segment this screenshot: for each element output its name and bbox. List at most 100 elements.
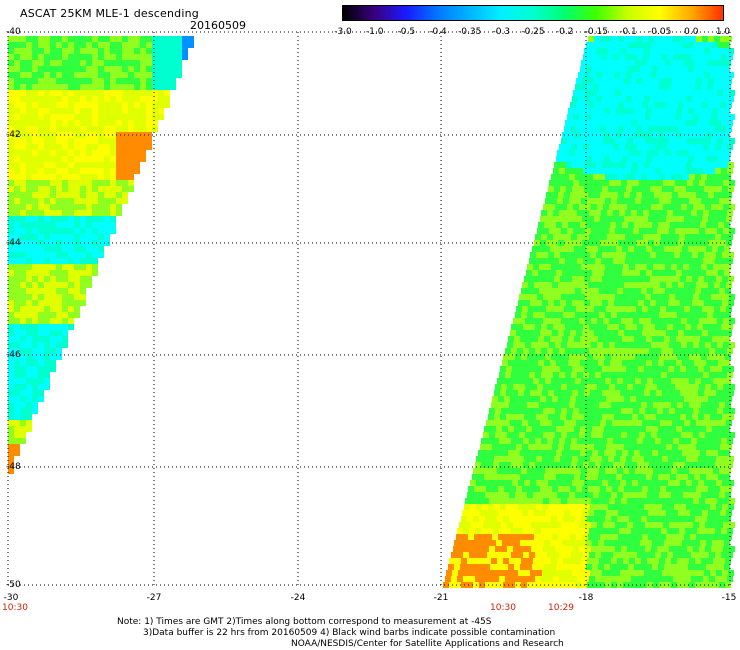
data-cell [726, 306, 732, 312]
data-cell [86, 138, 92, 144]
data-cell [587, 378, 593, 384]
data-cell [629, 264, 635, 270]
data-cell [509, 378, 515, 384]
data-cell [667, 462, 673, 468]
data-cell [708, 330, 714, 336]
data-cell [724, 336, 730, 342]
data-cell [643, 324, 649, 330]
data-cell [62, 258, 68, 264]
data-cell [483, 522, 489, 528]
data-cell [537, 432, 543, 438]
data-cell [550, 336, 556, 342]
data-cell [617, 468, 623, 474]
data-cell [122, 72, 128, 78]
data-cell [686, 48, 692, 54]
data-cell [657, 318, 663, 324]
data-cell [645, 408, 651, 414]
data-cell [8, 246, 14, 252]
data-cell [573, 318, 579, 324]
data-cell [586, 450, 592, 456]
data-cell [134, 102, 140, 108]
data-cell [547, 438, 553, 444]
data-cell [692, 276, 698, 282]
data-cell [550, 564, 556, 570]
data-cell [654, 216, 660, 222]
data-cell [44, 366, 50, 372]
data-cell [584, 570, 590, 576]
data-cell [690, 444, 696, 450]
data-cell [585, 546, 591, 552]
data-cell [26, 186, 32, 192]
data-cell [497, 492, 503, 498]
data-cell [625, 438, 631, 444]
data-cell [525, 318, 531, 324]
data-cell [696, 486, 702, 492]
data-cell [134, 114, 140, 120]
data-cell [68, 36, 74, 42]
data-cell [589, 168, 595, 174]
data-cell [633, 342, 639, 348]
data-cell [634, 270, 640, 276]
data-cell [104, 114, 110, 120]
data-cell [662, 276, 668, 282]
data-cell [673, 552, 679, 558]
data-cell [577, 324, 583, 330]
data-cell [104, 210, 110, 216]
data-cell [642, 126, 648, 132]
data-cell [675, 384, 681, 390]
data-cell [650, 96, 656, 102]
data-cell [699, 384, 705, 390]
data-cell [170, 48, 176, 54]
data-cell [594, 534, 600, 540]
data-cell [668, 162, 674, 168]
data-cell [580, 474, 586, 480]
data-cell [505, 552, 511, 558]
data-cell [20, 396, 26, 402]
data-cell [685, 462, 691, 468]
data-cell [681, 228, 687, 234]
data-cell [646, 336, 652, 342]
data-cell [710, 300, 716, 306]
data-cell [525, 408, 531, 414]
data-cell [672, 192, 678, 198]
data-cell [689, 264, 695, 270]
data-cell [559, 576, 565, 582]
data-cell [637, 348, 643, 354]
data-cell [605, 516, 611, 522]
data-cell [722, 276, 728, 282]
data-cell [707, 492, 713, 498]
data-cell [577, 372, 583, 378]
data-cell [678, 510, 684, 516]
data-cell [718, 42, 724, 48]
data-cell [56, 132, 62, 138]
data-cell [724, 540, 730, 546]
data-cell [514, 336, 520, 342]
data-cell [692, 390, 698, 396]
data-cell [594, 36, 600, 42]
data-cell [467, 582, 473, 588]
data-cell [495, 498, 501, 504]
data-cell [570, 534, 576, 540]
data-cell [559, 210, 565, 216]
data-cell [637, 234, 643, 240]
data-cell [579, 114, 585, 120]
data-cell [657, 228, 663, 234]
data-cell [673, 120, 679, 126]
data-cell [44, 348, 50, 354]
data-cell [700, 270, 706, 276]
data-cell [690, 78, 696, 84]
data-cell [14, 408, 20, 414]
data-cell [709, 120, 715, 126]
data-cell [589, 54, 595, 60]
data-cell [495, 546, 501, 552]
data-cell [716, 72, 722, 78]
data-cell [725, 264, 731, 270]
data-cell [709, 258, 715, 264]
data-cell [86, 114, 92, 120]
data-cell [631, 552, 637, 558]
data-cell [722, 504, 728, 510]
data-cell [540, 396, 546, 402]
data-cell [616, 426, 622, 432]
data-cell [685, 120, 691, 126]
data-cell [714, 534, 720, 540]
